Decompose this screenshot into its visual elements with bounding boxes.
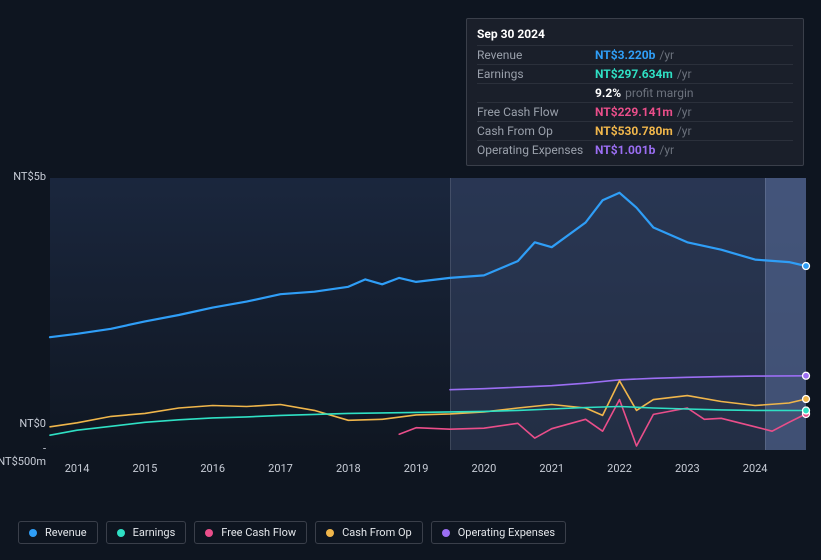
- legend-label: Free Cash Flow: [221, 526, 296, 539]
- tooltip-metric-value: NT$297.634m/yr: [595, 67, 793, 81]
- tooltip-metric-label: Free Cash Flow: [477, 105, 595, 119]
- x-axis-tick-label: 2021: [532, 462, 572, 475]
- tooltip-metric-value: NT$3.220b/yr: [595, 48, 793, 62]
- legend: Revenue Earnings Free Cash Flow Cash From O…: [18, 521, 566, 544]
- tooltip-metric-value: 9.2%profit margin: [595, 86, 793, 100]
- x-axis-tick-label: 2024: [735, 462, 775, 475]
- x-axis-tick-label: 2015: [125, 462, 165, 475]
- tooltip-metric-value: NT$229.141m/yr: [595, 105, 793, 119]
- x-axis-tick-label: 2018: [328, 462, 368, 475]
- x-axis-tick-label: 2017: [261, 462, 301, 475]
- tooltip-row: EarningsNT$297.634m/yr: [477, 64, 793, 83]
- legend-item[interactable]: Operating Expenses: [431, 521, 566, 544]
- legend-item[interactable]: Free Cash Flow: [194, 521, 307, 544]
- financials-chart: NT$5bNT$0-NT$500m 2014201520162017201820…: [18, 160, 808, 500]
- legend-dot-icon: [117, 529, 125, 537]
- legend-dot-icon: [29, 529, 37, 537]
- tooltip-metric-label: Operating Expenses: [477, 143, 595, 157]
- series-line: [50, 381, 806, 427]
- x-axis-tick-label: 2016: [193, 462, 233, 475]
- summary-tooltip: Sep 30 2024 RevenueNT$3.220b/yrEarningsN…: [466, 18, 804, 166]
- legend-label: Cash From Op: [342, 526, 412, 539]
- tooltip-row: Cash From OpNT$530.780m/yr: [477, 121, 793, 140]
- legend-dot-icon: [326, 529, 334, 537]
- legend-dot-icon: [442, 529, 450, 537]
- x-axis-tick-label: 2014: [57, 462, 97, 475]
- legend-item[interactable]: Cash From Op: [315, 521, 423, 544]
- legend-dot-icon: [205, 529, 213, 537]
- tooltip-metric-value: NT$1.001b/yr: [595, 143, 793, 157]
- x-axis-tick-label: 2019: [396, 462, 436, 475]
- tooltip-metric-label: Revenue: [477, 48, 595, 62]
- plot-svg: [18, 160, 821, 470]
- series-line: [450, 376, 806, 390]
- tooltip-metric-label: Cash From Op: [477, 124, 595, 138]
- series-end-marker: [803, 407, 810, 414]
- tooltip-row: Operating ExpensesNT$1.001b/yr: [477, 140, 793, 159]
- series-end-marker: [803, 263, 810, 270]
- tooltip-metric-label: [477, 86, 595, 100]
- series-end-marker: [803, 372, 810, 379]
- x-axis-tick-label: 2022: [600, 462, 640, 475]
- tooltip-metric-value: NT$530.780m/yr: [595, 124, 793, 138]
- tooltip-row: Free Cash FlowNT$229.141m/yr: [477, 102, 793, 121]
- legend-label: Revenue: [45, 526, 87, 539]
- legend-item[interactable]: Earnings: [106, 521, 187, 544]
- tooltip-date: Sep 30 2024: [477, 25, 793, 45]
- tooltip-metric-label: Earnings: [477, 67, 595, 81]
- series-end-marker: [803, 396, 810, 403]
- x-axis-tick-label: 2023: [667, 462, 707, 475]
- x-axis-tick-label: 2020: [464, 462, 504, 475]
- legend-item[interactable]: Revenue: [18, 521, 98, 544]
- legend-label: Earnings: [133, 526, 176, 539]
- legend-label: Operating Expenses: [458, 526, 555, 539]
- tooltip-row: RevenueNT$3.220b/yr: [477, 45, 793, 64]
- series-line: [50, 193, 806, 337]
- tooltip-row: 9.2%profit margin: [477, 83, 793, 102]
